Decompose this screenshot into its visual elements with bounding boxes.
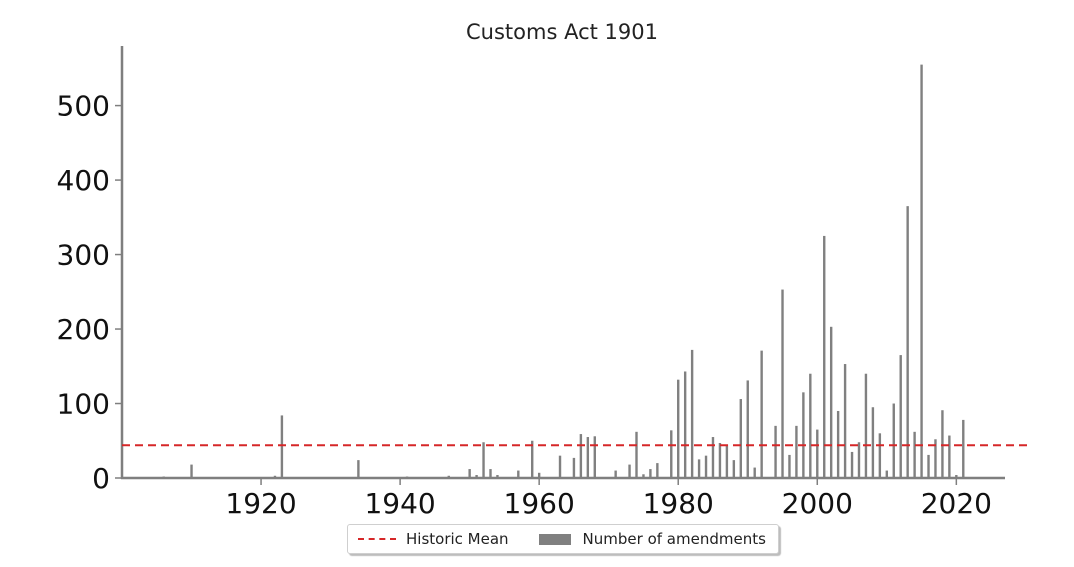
- y-axis-ticks: 0 100 200 300 400 500: [57, 90, 122, 495]
- bar-1910: [190, 464, 193, 478]
- y-tick-label-100: 100: [57, 388, 110, 421]
- x-tick-label-2020: 2020: [921, 487, 992, 520]
- bar-1987: [725, 444, 729, 478]
- bar-2008: [871, 407, 875, 478]
- bar-1966: [579, 434, 583, 478]
- bar-1976: [649, 469, 652, 478]
- bar-2012: [899, 355, 902, 478]
- bar-1957: [517, 470, 520, 478]
- y-tick-label-200: 200: [57, 313, 110, 346]
- bar-1952: [482, 442, 485, 478]
- bar-2010: [885, 470, 888, 478]
- legend-item-mean: Historic Mean: [358, 530, 509, 548]
- bar-1971: [614, 470, 617, 478]
- legend-item-amendments: Number of amendments: [509, 530, 766, 548]
- bar-1981: [683, 371, 687, 478]
- bar-1994: [774, 425, 777, 478]
- bar-2019: [948, 435, 951, 478]
- bar-1997: [795, 425, 798, 478]
- y-tick-label-500: 500: [57, 90, 110, 123]
- bar-2007: [864, 373, 868, 478]
- bars-layer: [162, 64, 965, 479]
- bar-1967: [586, 437, 590, 478]
- bar-1992: [760, 350, 763, 478]
- bar-1996: [788, 454, 791, 478]
- bar-1953: [489, 469, 492, 478]
- bar-1965: [572, 457, 576, 478]
- bar-1989: [739, 399, 742, 478]
- bar-2004: [843, 364, 847, 478]
- bar-1995: [781, 289, 784, 478]
- bar-1934: [357, 460, 360, 478]
- y-tick-label-0: 0: [92, 462, 110, 495]
- bar-1999: [809, 373, 812, 478]
- bar-1986: [718, 442, 722, 478]
- bar-1977: [656, 463, 659, 478]
- x-tick-label-1960: 1960: [504, 487, 575, 520]
- bar-1979: [670, 430, 673, 478]
- bar-2006: [857, 442, 861, 478]
- bar-1950: [468, 469, 471, 478]
- y-tick-label-400: 400: [57, 164, 110, 197]
- bar-1963: [558, 455, 562, 478]
- bar-1998: [802, 392, 805, 478]
- bar-2017: [934, 439, 937, 478]
- bar-1960: [537, 472, 541, 478]
- x-tick-label-1940: 1940: [364, 487, 435, 520]
- bar-2000: [816, 429, 819, 478]
- bar-patch-icon: [538, 533, 571, 545]
- x-axis-ticks: 1920 1940 1960 1980 2000 2020: [225, 478, 992, 520]
- bar-2015: [920, 64, 923, 479]
- bar-2005: [850, 451, 854, 478]
- bar-2009: [878, 433, 882, 478]
- bar-2020: [955, 475, 958, 478]
- bar-2016: [927, 454, 930, 478]
- bar-1968: [593, 436, 596, 478]
- dashed-line-icon: [358, 538, 396, 540]
- bar-2011: [892, 403, 895, 478]
- bar-1991: [753, 467, 756, 478]
- bar-1973: [628, 464, 631, 478]
- bar-2021: [962, 419, 965, 478]
- y-tick-label-300: 300: [57, 239, 110, 272]
- x-tick-label-1980: 1980: [643, 487, 714, 520]
- bar-1980: [677, 379, 680, 478]
- legend: Historic Mean Number of amendments: [347, 524, 779, 554]
- bar-2013: [906, 206, 909, 478]
- bar-1990: [746, 380, 749, 478]
- legend-label-amendments: Number of amendments: [582, 530, 766, 548]
- bar-1954: [496, 475, 499, 478]
- bar-2002: [829, 326, 833, 478]
- bar-1975: [642, 474, 645, 478]
- x-tick-label-2000: 2000: [782, 487, 853, 520]
- bar-1959: [531, 440, 534, 478]
- bar-1974: [635, 431, 638, 478]
- bar-2001: [823, 235, 826, 478]
- bar-2014: [913, 431, 916, 478]
- x-tick-label-1920: 1920: [225, 487, 296, 520]
- legend-label-mean: Historic Mean: [406, 530, 509, 548]
- bar-1983: [697, 459, 701, 478]
- bar-1951: [475, 475, 478, 478]
- bar-2018: [941, 410, 944, 478]
- bar-1988: [732, 460, 736, 478]
- bar-1985: [711, 437, 715, 478]
- bar-1984: [704, 455, 708, 478]
- bar-1923: [280, 415, 284, 478]
- bar-1982: [690, 349, 694, 478]
- chart-title: Customs Act 1901: [466, 20, 658, 44]
